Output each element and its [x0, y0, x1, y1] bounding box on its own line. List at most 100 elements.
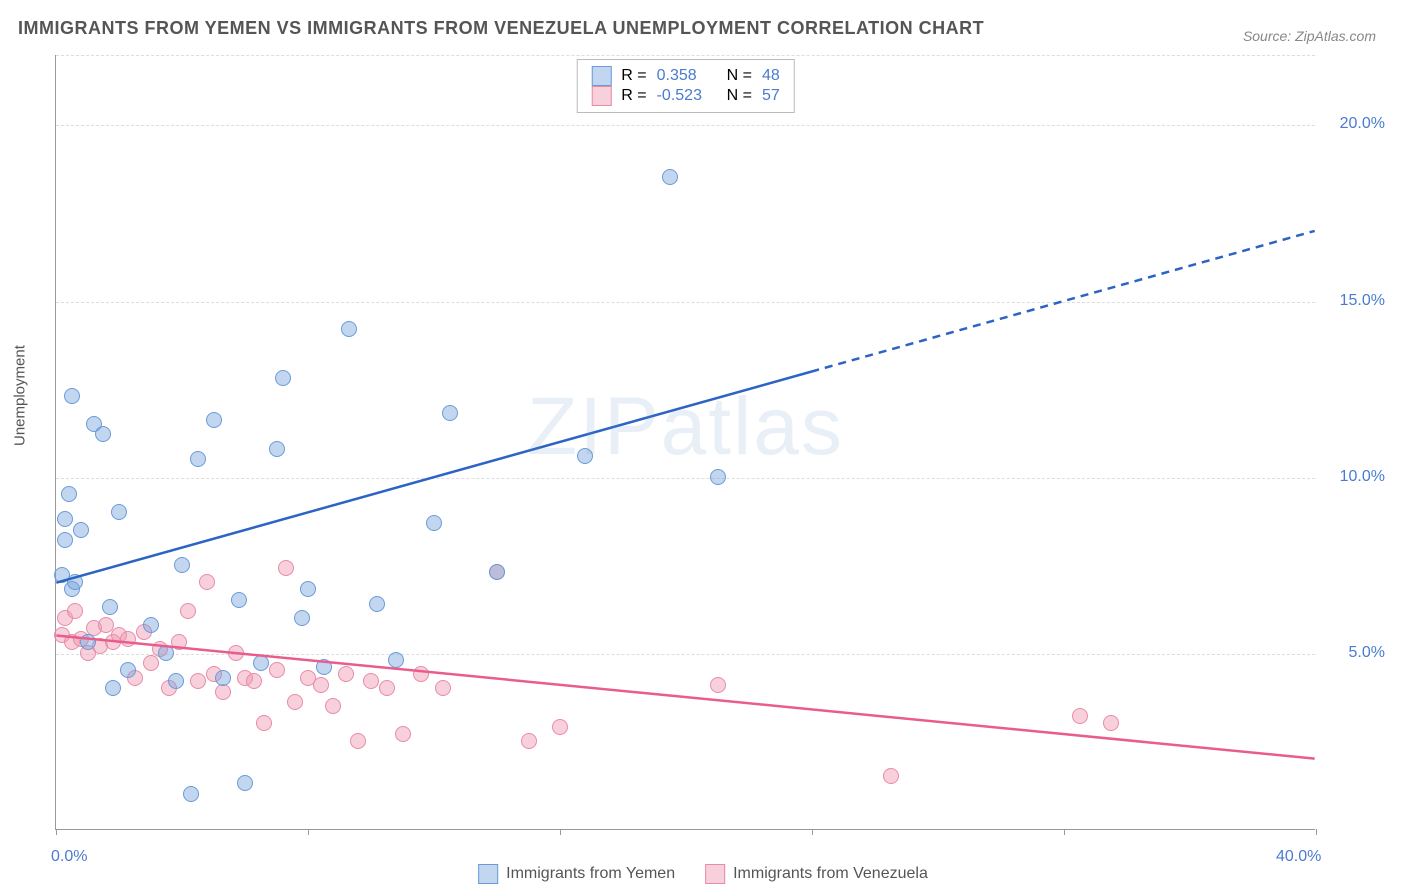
gridline: [56, 55, 1315, 56]
venezuela-r-value: -0.523: [657, 87, 717, 105]
venezuela-point: [395, 726, 411, 742]
yemen-point: [57, 532, 73, 548]
venezuela-point: [521, 733, 537, 749]
yemen-point: [183, 786, 199, 802]
yemen-point: [111, 504, 127, 520]
x-tick: [812, 829, 813, 835]
yemen-point: [215, 670, 231, 686]
yemen-point: [105, 680, 121, 696]
venezuela-point: [180, 603, 196, 619]
x-tick-label: 40.0%: [1276, 848, 1321, 866]
venezuela-n-value: 57: [762, 87, 780, 105]
venezuela-point: [256, 715, 272, 731]
yemen-point: [95, 426, 111, 442]
yemen-r-value: 0.358: [657, 67, 717, 85]
venezuela-point: [143, 655, 159, 671]
yemen-point: [388, 652, 404, 668]
yemen-point: [275, 370, 291, 386]
r-label: R =: [621, 67, 646, 85]
yemen-point: [61, 486, 77, 502]
venezuela-point: [190, 673, 206, 689]
venezuela-point: [246, 673, 262, 689]
yemen-point: [369, 596, 385, 612]
venezuela-point: [269, 662, 285, 678]
yemen-point: [237, 775, 253, 791]
yemen-point: [73, 522, 89, 538]
yemen-point: [102, 599, 118, 615]
yemen-point: [442, 405, 458, 421]
yemen-point: [168, 673, 184, 689]
venezuela-point: [120, 631, 136, 647]
yemen-point: [120, 662, 136, 678]
yemen-point: [158, 645, 174, 661]
n-label: N =: [727, 87, 752, 105]
venezuela-point: [1103, 715, 1119, 731]
yemen-point: [190, 451, 206, 467]
watermark: ZIPatlas: [527, 380, 844, 474]
venezuela-point: [287, 694, 303, 710]
yemen-point: [341, 321, 357, 337]
yemen-point: [489, 564, 505, 580]
venezuela-point: [435, 680, 451, 696]
y-tick-label: 20.0%: [1340, 115, 1385, 133]
chart-title: IMMIGRANTS FROM YEMEN VS IMMIGRANTS FROM…: [18, 18, 984, 39]
yemen-point: [577, 448, 593, 464]
venezuela-point: [363, 673, 379, 689]
venezuela-point: [350, 733, 366, 749]
venezuela-point: [67, 603, 83, 619]
yemen-point: [662, 169, 678, 185]
n-label: N =: [727, 67, 752, 85]
yemen-point: [143, 617, 159, 633]
venezuela-point: [552, 719, 568, 735]
x-tick: [1064, 829, 1065, 835]
r-label: R =: [621, 87, 646, 105]
source-citation: Source: ZipAtlas.com: [1243, 28, 1376, 44]
legend-stats: R = 0.358 N = 48 R = -0.523 N = 57: [576, 59, 794, 113]
venezuela-point: [325, 698, 341, 714]
yemen-point: [269, 441, 285, 457]
venezuela-point: [199, 574, 215, 590]
venezuela-point: [710, 677, 726, 693]
venezuela-swatch-icon: [591, 86, 611, 106]
yemen-point: [231, 592, 247, 608]
venezuela-point: [228, 645, 244, 661]
venezuela-point: [338, 666, 354, 682]
gridline: [56, 478, 1315, 479]
x-tick: [56, 829, 57, 835]
venezuela-legend-label: Immigrants from Venezuela: [733, 865, 928, 883]
y-axis-label: Unemployment: [12, 345, 29, 446]
x-tick: [308, 829, 309, 835]
x-tick: [1316, 829, 1317, 835]
venezuela-point: [379, 680, 395, 696]
x-tick: [560, 829, 561, 835]
yemen-point: [253, 655, 269, 671]
yemen-legend-label: Immigrants from Yemen: [506, 865, 675, 883]
venezuela-point: [278, 560, 294, 576]
venezuela-point: [1072, 708, 1088, 724]
yemen-swatch-icon: [591, 66, 611, 86]
yemen-point: [57, 511, 73, 527]
yemen-point: [64, 388, 80, 404]
gridline: [56, 302, 1315, 303]
venezuela-point: [413, 666, 429, 682]
y-tick-label: 10.0%: [1340, 468, 1385, 486]
yemen-point: [300, 581, 316, 597]
yemen-point: [426, 515, 442, 531]
legend-bottom: Immigrants from Yemen Immigrants from Ve…: [478, 864, 928, 884]
plot-area: ZIPatlas R = 0.358 N = 48 R = -0.523 N =…: [55, 55, 1315, 830]
venezuela-swatch-icon: [705, 864, 725, 884]
yemen-point: [710, 469, 726, 485]
yemen-point: [67, 574, 83, 590]
venezuela-point: [171, 634, 187, 650]
x-tick-label: 0.0%: [51, 848, 87, 866]
yemen-point: [174, 557, 190, 573]
y-tick-label: 5.0%: [1349, 644, 1385, 662]
yemen-point: [206, 412, 222, 428]
venezuela-point: [313, 677, 329, 693]
y-tick-label: 15.0%: [1340, 292, 1385, 310]
gridline: [56, 125, 1315, 126]
yemen-n-value: 48: [762, 67, 780, 85]
yemen-point: [294, 610, 310, 626]
yemen-swatch-icon: [478, 864, 498, 884]
trend-lines: [56, 55, 1315, 829]
